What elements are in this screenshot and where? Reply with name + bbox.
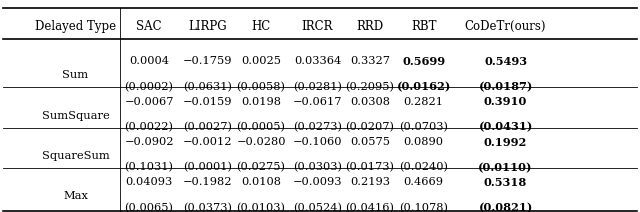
Text: (0.0821): (0.0821) (479, 202, 532, 212)
Text: −0.1060: −0.1060 (292, 137, 342, 147)
Text: SquareSum: SquareSum (42, 151, 109, 161)
Text: −0.1759: −0.1759 (183, 56, 233, 67)
Text: (0.0110): (0.0110) (478, 162, 533, 173)
Text: −0.1982: −0.1982 (183, 177, 233, 187)
Text: (0.1078): (0.1078) (399, 203, 448, 212)
Text: (0.0207): (0.0207) (346, 122, 394, 132)
Text: (0.1031): (0.1031) (125, 162, 173, 173)
Text: 0.1992: 0.1992 (484, 137, 527, 148)
Text: SumSquare: SumSquare (42, 110, 109, 121)
Text: 0.0198: 0.0198 (241, 97, 281, 107)
Text: −0.0093: −0.0093 (292, 177, 342, 187)
Text: (0.0002): (0.0002) (125, 82, 173, 92)
Text: (0.0187): (0.0187) (479, 81, 532, 92)
Text: (0.0103): (0.0103) (237, 203, 285, 212)
Text: (0.0631): (0.0631) (184, 82, 232, 92)
Text: IRCR: IRCR (301, 20, 333, 33)
Text: (0.0027): (0.0027) (184, 122, 232, 132)
Text: (0.0303): (0.0303) (293, 162, 342, 173)
Text: 0.0575: 0.0575 (350, 137, 390, 147)
Text: (0.0281): (0.0281) (293, 82, 342, 92)
Text: (0.0065): (0.0065) (125, 203, 173, 212)
Text: 0.0890: 0.0890 (404, 137, 444, 147)
Text: HC: HC (252, 20, 271, 33)
Text: (0.0001): (0.0001) (184, 162, 232, 173)
Text: 0.2193: 0.2193 (350, 177, 390, 187)
Text: 0.0108: 0.0108 (241, 177, 281, 187)
Text: (0.0240): (0.0240) (399, 162, 448, 173)
Text: −0.0617: −0.0617 (292, 97, 342, 107)
Text: RRD: RRD (356, 20, 383, 33)
Text: 0.3327: 0.3327 (350, 56, 390, 67)
Text: (0.0373): (0.0373) (184, 203, 232, 212)
Text: 0.0004: 0.0004 (129, 56, 169, 67)
Text: 0.03364: 0.03364 (294, 56, 341, 67)
Text: 0.5318: 0.5318 (484, 177, 527, 188)
Text: 0.5699: 0.5699 (402, 56, 445, 67)
Text: (0.0431): (0.0431) (479, 122, 532, 133)
Text: −0.0012: −0.0012 (183, 137, 233, 147)
Text: (0.2095): (0.2095) (346, 82, 394, 92)
Text: 0.0308: 0.0308 (350, 97, 390, 107)
Text: SAC: SAC (136, 20, 162, 33)
Text: 0.0025: 0.0025 (241, 56, 281, 67)
Text: RBT: RBT (411, 20, 436, 33)
Text: −0.0159: −0.0159 (183, 97, 233, 107)
Text: (0.0273): (0.0273) (293, 122, 342, 132)
Text: Sum: Sum (63, 70, 88, 80)
Text: −0.0902: −0.0902 (124, 137, 174, 147)
Text: −0.0067: −0.0067 (124, 97, 174, 107)
Text: Delayed Type: Delayed Type (35, 20, 116, 33)
Text: 0.04093: 0.04093 (125, 177, 173, 187)
Text: 0.4669: 0.4669 (404, 177, 444, 187)
Text: 0.2821: 0.2821 (404, 97, 444, 107)
Text: (0.0173): (0.0173) (346, 162, 394, 173)
Text: 0.3910: 0.3910 (484, 96, 527, 107)
Text: CoDeTr(ours): CoDeTr(ours) (465, 20, 547, 33)
Text: −0.0280: −0.0280 (236, 137, 286, 147)
Text: (0.0022): (0.0022) (125, 122, 173, 132)
Text: 0.5493: 0.5493 (484, 56, 527, 67)
Text: (0.0524): (0.0524) (293, 203, 342, 212)
Text: Max: Max (63, 191, 88, 201)
Text: (0.0275): (0.0275) (237, 162, 285, 173)
Text: (0.0005): (0.0005) (237, 122, 285, 132)
Text: (0.0058): (0.0058) (237, 82, 285, 92)
Text: (0.0416): (0.0416) (346, 203, 394, 212)
Text: LIRPG: LIRPG (189, 20, 227, 33)
Text: (0.0703): (0.0703) (399, 122, 448, 132)
Text: (0.0162): (0.0162) (397, 81, 451, 92)
